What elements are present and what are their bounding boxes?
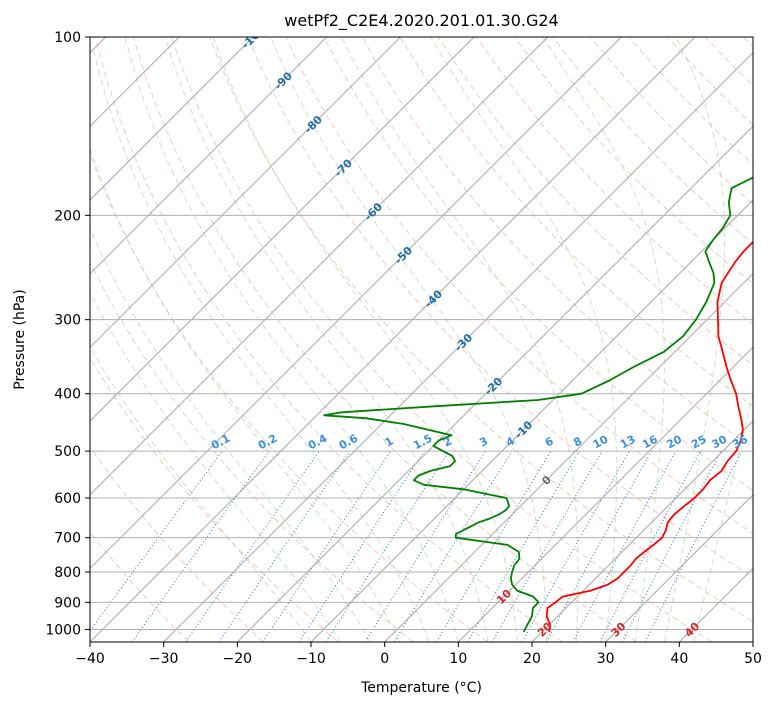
isotherm-line xyxy=(90,37,401,349)
dry-adiabat xyxy=(90,356,339,642)
mixing-ratio-label: 30 xyxy=(710,433,730,452)
x-tick-label: −40 xyxy=(75,651,105,667)
dry-adiabat xyxy=(514,37,753,285)
mixing-ratio-line xyxy=(325,450,450,642)
y-tick-label: 600 xyxy=(54,491,81,507)
isotherm-line xyxy=(90,37,254,201)
moist-adiabat xyxy=(693,390,753,642)
mixing-ratio-line xyxy=(393,450,513,642)
x-axis-label: Temperature (°C) xyxy=(360,680,482,696)
isotherm-line xyxy=(90,37,696,642)
y-tick-label: 700 xyxy=(54,531,81,547)
isotherm-line xyxy=(457,346,753,642)
isotherm-line xyxy=(90,37,622,570)
moist-adiabat xyxy=(124,37,459,642)
dry-adiabat xyxy=(90,260,414,642)
dewpoint-series-line xyxy=(323,176,753,633)
y-axis-ticks: 100 200 300 400 500 600 700 800 900 1000 xyxy=(45,30,90,638)
series-lines xyxy=(323,176,753,633)
mixing-ratio-line xyxy=(435,450,552,642)
x-tick-label: 10 xyxy=(449,651,467,667)
mixing-ratio-label: 25 xyxy=(689,433,709,452)
x-tick-label: −10 xyxy=(296,651,326,667)
moist-adiabat xyxy=(270,37,548,642)
moist-adiabat xyxy=(164,37,489,642)
chart-title: wetPf2_C2E4.2020.201.01.30.G24 xyxy=(284,11,558,31)
mixing-ratio-line xyxy=(621,450,722,642)
mixing-ratio-line xyxy=(572,450,677,642)
moist-adiabat xyxy=(90,291,341,642)
isotherm-line xyxy=(90,37,549,496)
moist-adiabat xyxy=(90,147,400,642)
mixing-ratio-line xyxy=(298,450,425,642)
y-tick-label: 900 xyxy=(54,595,81,611)
mixing-ratio-lines xyxy=(90,450,743,642)
dry-adiabat xyxy=(476,37,753,325)
moist-adiabat xyxy=(90,227,371,642)
x-tick-label: 30 xyxy=(597,651,615,667)
dry-adiabat xyxy=(90,446,264,642)
moist-adiabat xyxy=(341,37,579,642)
moist-adiabat xyxy=(212,37,518,642)
mixing-ratio-label: 36 xyxy=(730,433,750,452)
moist-adiabats xyxy=(90,37,753,642)
mixing-ratio-line xyxy=(364,450,486,642)
temperature-series-line xyxy=(545,240,753,633)
isotherm-line xyxy=(531,420,753,642)
x-tick-label: 40 xyxy=(670,651,688,667)
isotherm-line xyxy=(310,199,753,642)
mixing-ratio-line xyxy=(644,450,743,642)
mixing-ratio-line xyxy=(599,450,701,642)
y-axis-label: Pressure (hPa) xyxy=(12,289,28,389)
moist-adiabat xyxy=(542,37,665,642)
mixing-ratio-line xyxy=(218,450,351,642)
isotherm-line xyxy=(90,37,328,275)
moist-adiabat xyxy=(430,37,617,642)
isotherm-line xyxy=(605,493,753,642)
y-tick-label: 300 xyxy=(54,313,81,329)
dry-adiabats xyxy=(90,37,753,642)
mixing-ratio-label: 10 xyxy=(591,433,611,452)
x-tick-label: 50 xyxy=(744,651,762,667)
isotherm-line xyxy=(236,125,753,642)
dry-adiabat xyxy=(171,37,712,642)
isobars xyxy=(90,37,753,630)
y-tick-label: 1000 xyxy=(45,622,81,638)
mixing-ratio-label: 20 xyxy=(664,433,684,452)
y-tick-label: 800 xyxy=(54,565,81,581)
x-tick-label: −20 xyxy=(223,651,253,667)
mixing-ratio-line xyxy=(185,450,320,642)
y-tick-label: 200 xyxy=(54,208,81,224)
isotherm-line xyxy=(163,51,753,642)
dry-adiabat xyxy=(247,37,753,578)
dry-adiabat xyxy=(209,37,753,623)
mixing-ratio-line xyxy=(131,450,270,642)
isotherm-line xyxy=(90,37,475,422)
moist-adiabat xyxy=(93,49,430,642)
x-tick-label: 0 xyxy=(380,651,389,667)
mixing-ratio-line xyxy=(545,450,653,642)
plot-frame xyxy=(89,36,754,643)
mixing-ratio-label: 13 xyxy=(618,433,638,452)
mixing-ratio-label: 16 xyxy=(640,433,660,452)
x-tick-label: −30 xyxy=(149,651,179,667)
x-axis-ticks: −40 −30 −20 −10 0 10 20 30 40 50 xyxy=(75,642,762,667)
y-tick-label: 100 xyxy=(54,30,81,46)
dry-adiabat xyxy=(323,37,753,491)
y-tick-label: 400 xyxy=(54,387,81,403)
y-tick-label: 500 xyxy=(54,444,81,460)
dry-adiabat xyxy=(94,37,563,642)
mixing-ratio-line xyxy=(262,450,392,642)
x-tick-label: 20 xyxy=(523,651,541,667)
dry-adiabat xyxy=(285,37,753,535)
